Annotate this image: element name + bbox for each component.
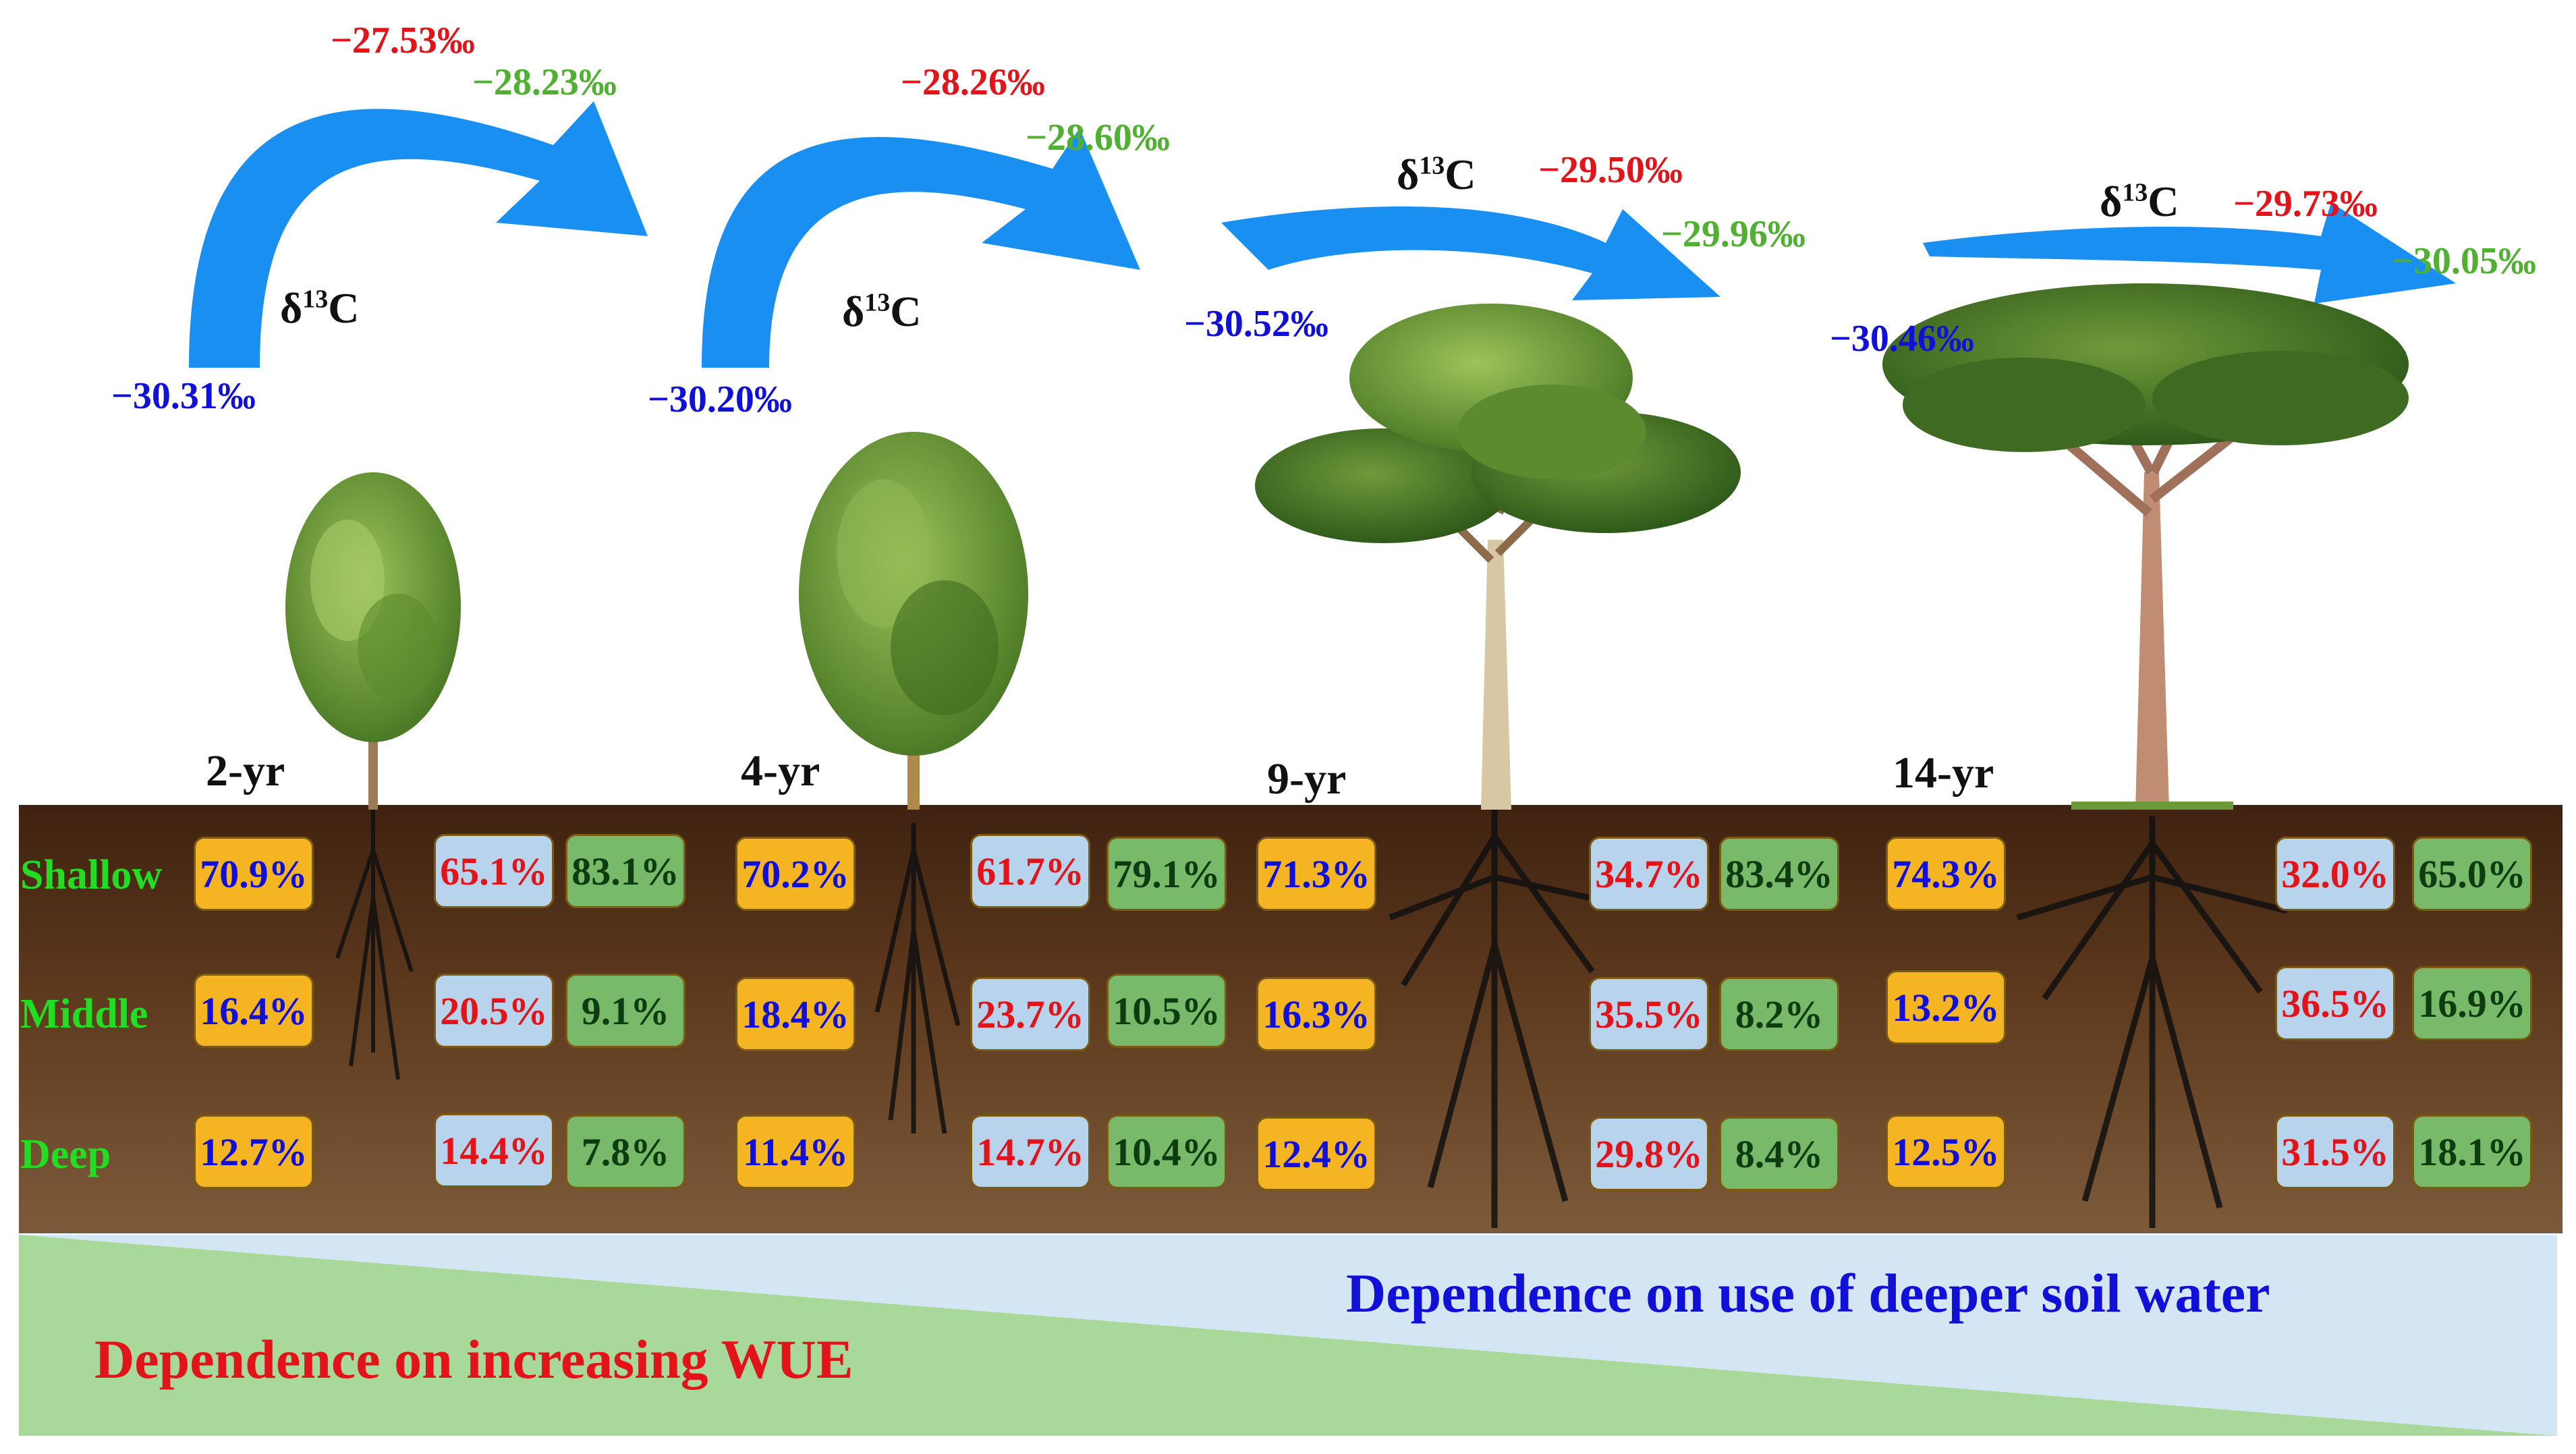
d13c-green-14yr: −30.05‰: [2392, 240, 2536, 282]
d13c-green-9yr: −29.96‰: [1661, 213, 1805, 255]
d13c-red-9yr: −29.50‰: [1538, 149, 1683, 191]
blue-box-9yr-shallow: 34.7%: [1589, 837, 1709, 911]
d13c-red-4yr: −28.26‰: [901, 61, 1045, 103]
blue-box-4yr-shallow: 61.7%: [970, 834, 1090, 908]
d13c-red-14yr: −29.73‰: [2233, 183, 2378, 225]
green-box-14yr-middle: 16.9%: [2412, 966, 2532, 1040]
green-box-2yr-shallow: 83.1%: [565, 834, 685, 908]
blue-box-14yr-shallow: 32.0%: [2275, 837, 2395, 911]
green-box-4yr-shallow: 79.1%: [1107, 837, 1227, 911]
carbon-arrow-2yr: [189, 101, 648, 368]
layer-label-deep: Deep: [20, 1131, 111, 1177]
layer-label-shallow: Shallow: [20, 852, 163, 898]
green-box-2yr-deep: 7.8%: [565, 1115, 685, 1189]
blue-box-2yr-middle: 20.5%: [434, 974, 554, 1048]
blue-box-4yr-middle: 23.7%: [970, 977, 1090, 1051]
d13c-green-2yr: −28.23‰: [472, 61, 617, 103]
roots-14yr: [2016, 816, 2289, 1228]
blue-box-14yr-deep: 31.5%: [2275, 1115, 2395, 1189]
age-label-14yr: 14-yr: [1893, 748, 1994, 798]
tree-9yr: [1255, 304, 1741, 810]
green-box-2yr-middle: 9.1%: [565, 974, 685, 1048]
green-box-4yr-deep: 10.4%: [1107, 1115, 1227, 1189]
orange-box-9yr-shallow: 71.3%: [1256, 837, 1376, 911]
green-box-9yr-shallow: 83.4%: [1719, 837, 1839, 911]
deep-water-caption: Dependence on use of deeper soil water: [1346, 1262, 2270, 1324]
orange-box-4yr-shallow: 70.2%: [735, 837, 856, 911]
orange-box-14yr-middle: 13.2%: [1886, 970, 2006, 1044]
green-box-14yr-deep: 18.1%: [2412, 1115, 2532, 1189]
tree-14yr: [1882, 283, 2409, 810]
orange-box-14yr-deep: 12.5%: [1886, 1115, 2006, 1189]
delta13c-label-14yr: δ13C: [2100, 177, 2179, 225]
orange-box-14yr-shallow: 74.3%: [1886, 837, 2006, 911]
blue-box-2yr-deep: 14.4%: [434, 1113, 554, 1187]
orange-box-9yr-deep: 12.4%: [1256, 1117, 1376, 1191]
blue-box-9yr-middle: 35.5%: [1589, 977, 1709, 1051]
age-label-4yr: 4-yr: [741, 746, 820, 795]
age-label-2yr: 2-yr: [206, 746, 285, 795]
delta13c-label-4yr: δ13C: [842, 287, 922, 335]
roots-4yr: [874, 823, 961, 1134]
tree-2yr: [285, 472, 461, 810]
blue-box-2yr-shallow: 65.1%: [434, 834, 554, 908]
tree-4yr: [799, 432, 1028, 810]
d13c-blue-14yr: −30.46‰: [1830, 318, 1974, 360]
roots-2yr: [335, 810, 414, 1080]
orange-box-2yr-deep: 12.7%: [194, 1115, 314, 1189]
green-box-4yr-middle: 10.5%: [1107, 974, 1227, 1048]
age-label-9yr: 9-yr: [1267, 754, 1347, 804]
carbon-arrow-9yr: [1221, 206, 1720, 300]
orange-box-4yr-middle: 18.4%: [735, 977, 856, 1051]
orange-box-2yr-shallow: 70.9%: [194, 837, 314, 911]
delta13c-label-2yr: δ13C: [280, 284, 360, 332]
roots-9yr: [1389, 810, 1620, 1228]
carbon-arrow-14yr: [1923, 202, 2456, 304]
d13c-blue-2yr: −30.31‰: [111, 375, 256, 417]
orange-box-9yr-middle: 16.3%: [1256, 977, 1376, 1051]
orange-box-4yr-deep: 11.4%: [735, 1115, 856, 1189]
blue-box-14yr-middle: 36.5%: [2275, 966, 2395, 1040]
blue-box-9yr-deep: 29.8%: [1589, 1117, 1709, 1191]
layer-label-middle: Middle: [20, 991, 148, 1037]
d13c-blue-4yr: −30.20‰: [648, 379, 792, 420]
deep-water-wedge: [19, 1235, 2557, 1436]
blue-box-4yr-deep: 14.7%: [970, 1115, 1090, 1189]
wue-caption: Dependence on increasing WUE: [94, 1329, 853, 1390]
green-box-9yr-middle: 8.2%: [1719, 977, 1839, 1051]
delta13c-label-9yr: δ13C: [1397, 150, 1476, 198]
d13c-green-4yr: −28.60‰: [1026, 117, 1170, 159]
d13c-red-2yr: −27.53‰: [331, 20, 475, 61]
orange-box-2yr-middle: 16.4%: [194, 974, 314, 1048]
green-box-14yr-shallow: 65.0%: [2412, 837, 2532, 911]
d13c-blue-9yr: −30.52‰: [1184, 303, 1328, 345]
carbon-arrow-4yr: [702, 128, 1140, 368]
green-box-9yr-deep: 8.4%: [1719, 1117, 1839, 1191]
